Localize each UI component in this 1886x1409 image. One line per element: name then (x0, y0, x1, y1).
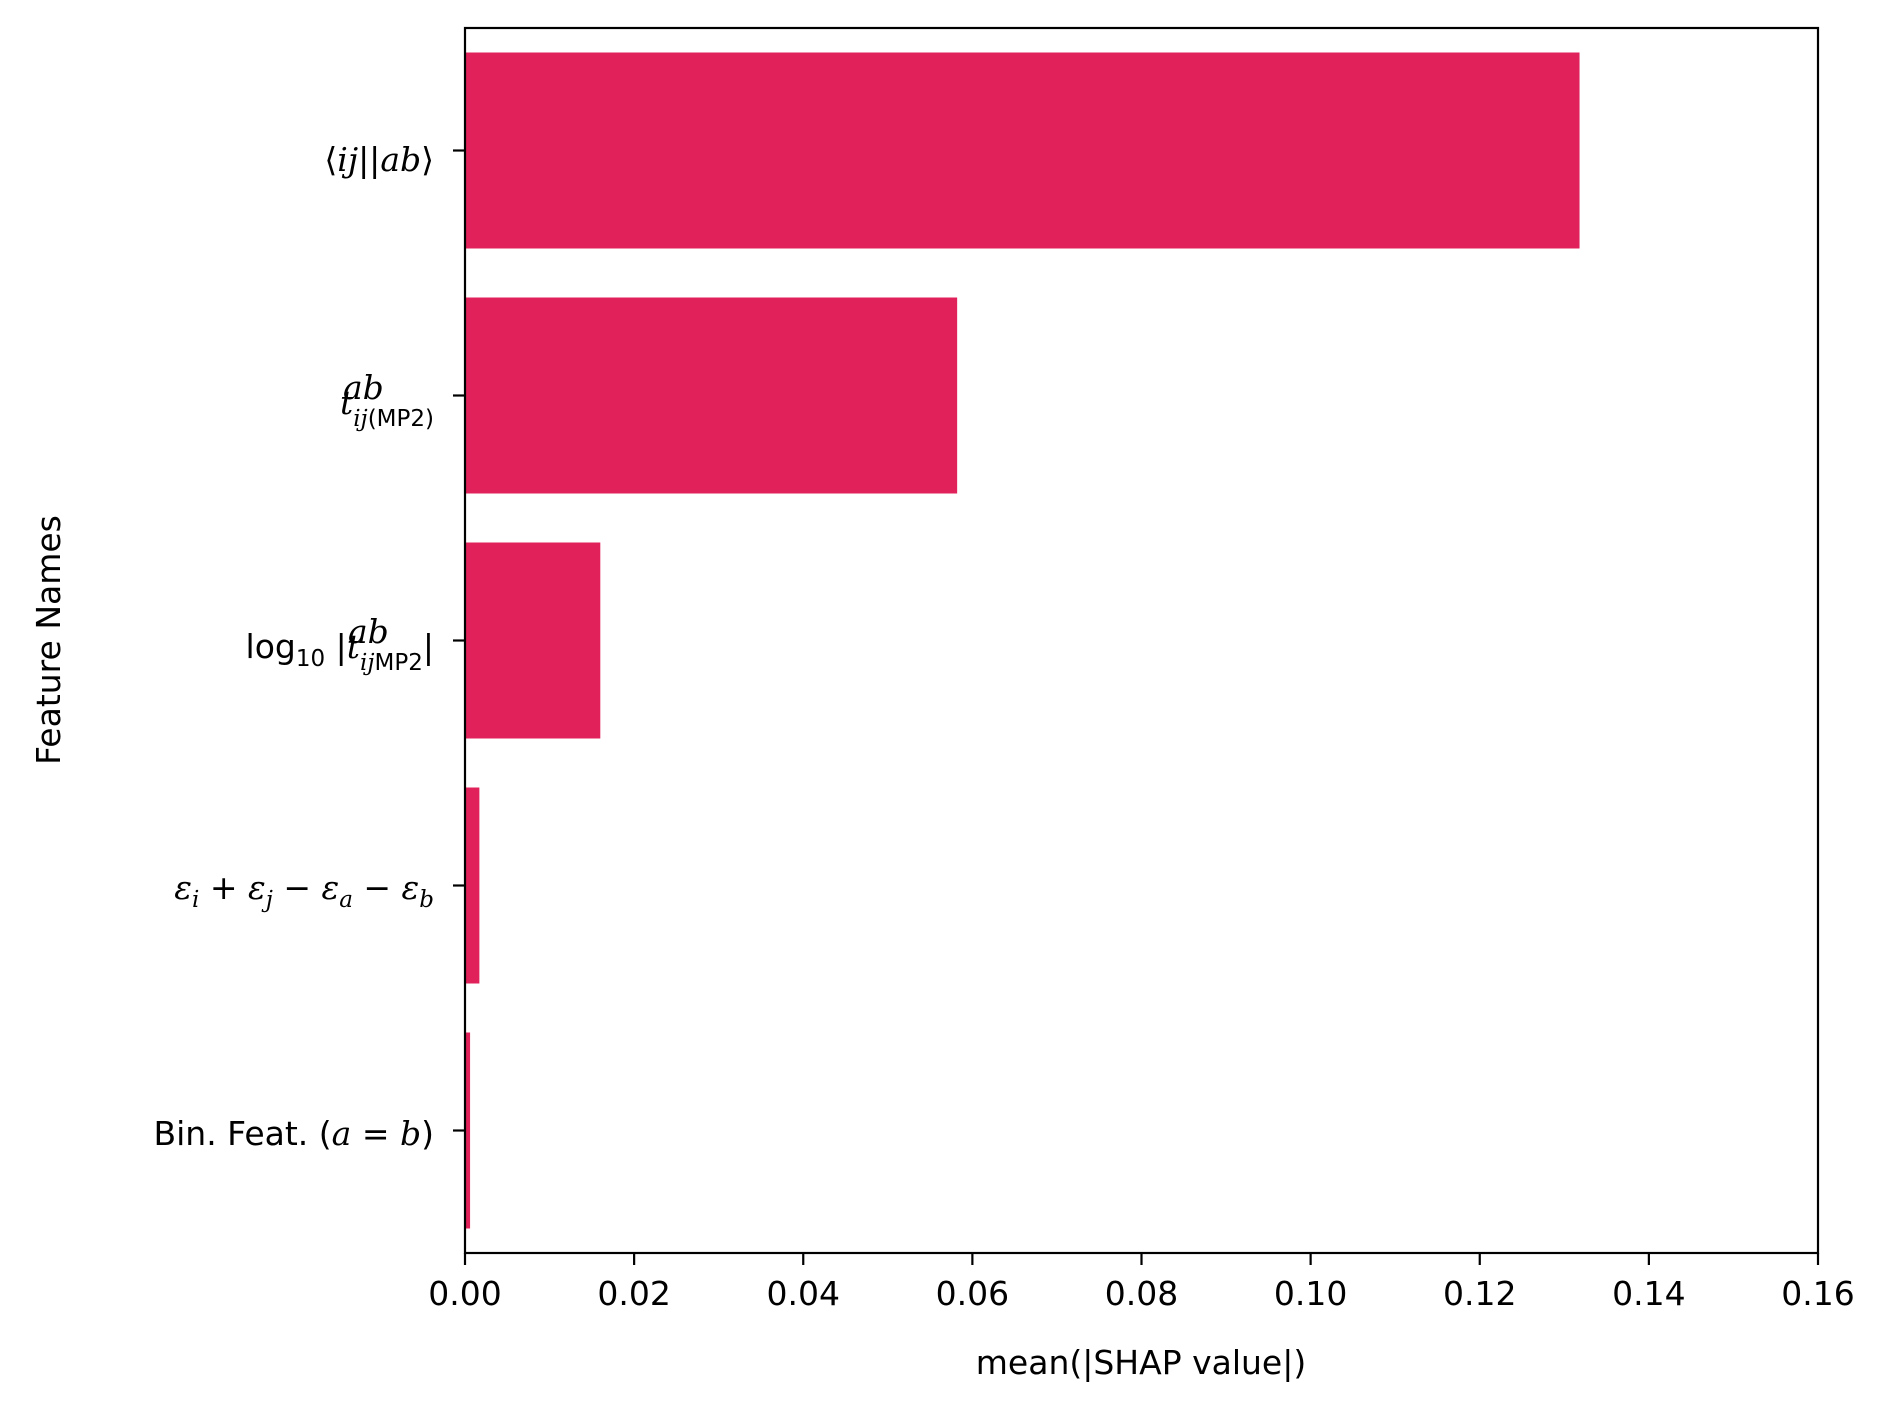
bars-group (465, 52, 1580, 1229)
x-tick-label-1: 0.02 (597, 1274, 670, 1313)
bar-1 (465, 297, 958, 494)
x-tick-label-3: 0.06 (936, 1274, 1009, 1313)
y-axis-title: Feature Names (29, 515, 68, 765)
bar-0 (465, 52, 1580, 249)
x-tick-label-6: 0.12 (1443, 1274, 1516, 1313)
bar-3 (465, 787, 480, 984)
category-label-4: Bin. Feat. (a = b) (153, 1114, 434, 1153)
category-label-1-superscript: ab (343, 368, 384, 407)
x-tick-label-0: 0.00 (428, 1274, 501, 1313)
y-axis-category-labels: ⟨ij||ab⟩ tij(MP2) ab log10 |tijMP2| ab ε… (153, 140, 434, 1153)
category-label-0: ⟨ij||ab⟩ (324, 140, 434, 179)
x-tick-label-2: 0.04 (767, 1274, 840, 1313)
x-tick-label-4: 0.08 (1105, 1274, 1178, 1313)
x-tick-label-5: 0.10 (1274, 1274, 1347, 1313)
x-tick-label-8: 0.16 (1781, 1274, 1854, 1313)
category-label-1: tij(MP2) (340, 383, 434, 432)
category-label-3: εi + εj − εa − εb (174, 868, 434, 913)
x-axis-ticks: 0.00 0.02 0.04 0.06 0.08 0.10 0.12 0.14 0.16 (428, 1253, 1855, 1313)
bar-2 (465, 542, 601, 739)
x-tick-label-7: 0.14 (1612, 1274, 1685, 1313)
bar-4 (465, 1032, 471, 1229)
category-label-2-superscript: ab (348, 612, 389, 651)
x-axis-title: mean(|SHAP value|) (976, 1343, 1306, 1382)
y-axis-ticks (453, 149, 465, 1132)
